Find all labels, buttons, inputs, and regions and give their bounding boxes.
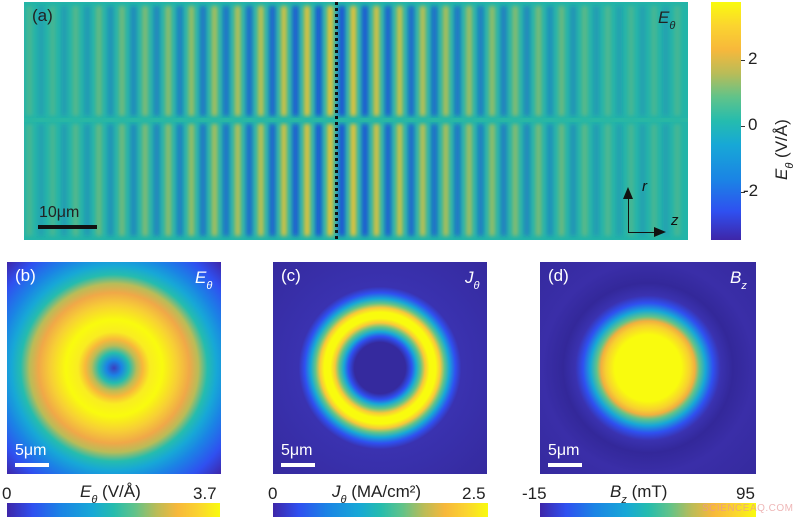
- panel-c-heatmap: (c) Jθ 5μm: [273, 262, 487, 474]
- panel-b-tag: (b): [15, 266, 36, 285]
- z-axis-arrow-icon: [628, 232, 656, 233]
- focal-plane-dotted-line: [335, 2, 338, 240]
- r-arrowhead-icon: [623, 187, 633, 199]
- tick: [741, 126, 745, 127]
- panel-d-scale-label: 5μm: [548, 442, 580, 459]
- tick: [741, 192, 745, 193]
- wavefront-pattern: [24, 2, 688, 240]
- colorbar-d-label: Bz (mT): [610, 482, 668, 506]
- colorbar-b-max: 3.7: [193, 484, 217, 503]
- colorbar-a: [711, 2, 745, 240]
- scale-bar: [38, 225, 97, 229]
- colorbar-b-label: Eθ (V/Å): [80, 482, 141, 506]
- colorbar-c-min: 0: [268, 484, 278, 503]
- r-axis-label: r: [642, 178, 647, 195]
- panel-d-tag: (d): [548, 266, 569, 285]
- watermark: SCIENCEAQ.COM: [702, 503, 794, 514]
- panel-c-scale-bar: [281, 463, 315, 467]
- panel-b-field-label: Eθ: [195, 268, 213, 292]
- panel-d-field-label: Bz: [730, 268, 747, 292]
- colorbar-d: [540, 503, 756, 517]
- z-axis-label: z: [671, 212, 679, 229]
- r-axis-arrow-icon: [628, 198, 629, 233]
- panel-c-field-label: Jθ: [465, 268, 480, 292]
- colorbar-a-tick-2: 2: [748, 49, 758, 68]
- colorbar-c: [273, 503, 488, 517]
- panel-c-scale-label: 5μm: [281, 442, 313, 459]
- scale-bar-label: 10μm: [39, 204, 80, 221]
- colorbar-b-min: 0: [2, 484, 12, 503]
- panel-b-scale-label: 5μm: [15, 442, 47, 459]
- colorbar-d-min: -15: [522, 484, 547, 503]
- panel-d-scale-bar: [548, 463, 582, 467]
- panel-b-scale-bar: [15, 463, 49, 467]
- colorbar-b: [7, 503, 220, 517]
- colorbar-a-tick-neg2: -2: [743, 181, 759, 200]
- panel-b-heatmap: (b) Eθ 5μm: [7, 262, 221, 474]
- colorbar-c-label: Jθ (MA/cm²): [332, 482, 422, 506]
- tick: [741, 60, 745, 61]
- panel-c-tag: (c): [281, 266, 301, 285]
- panel-a-heatmap: (a) Eθ 10μm r z: [24, 2, 688, 240]
- colorbar-d-max: 95: [736, 484, 755, 503]
- colorbar-a-label: Eθ (V/Å): [772, 119, 796, 180]
- colorbar-a-tick-0: 0: [748, 115, 758, 134]
- panel-a-tag: (a): [32, 6, 53, 25]
- z-arrowhead-icon: [654, 227, 666, 237]
- panel-d-heatmap: (d) Bz 5μm: [540, 262, 756, 474]
- panel-a-field-label: Eθ: [658, 8, 676, 32]
- colorbar-c-max: 2.5: [462, 484, 486, 503]
